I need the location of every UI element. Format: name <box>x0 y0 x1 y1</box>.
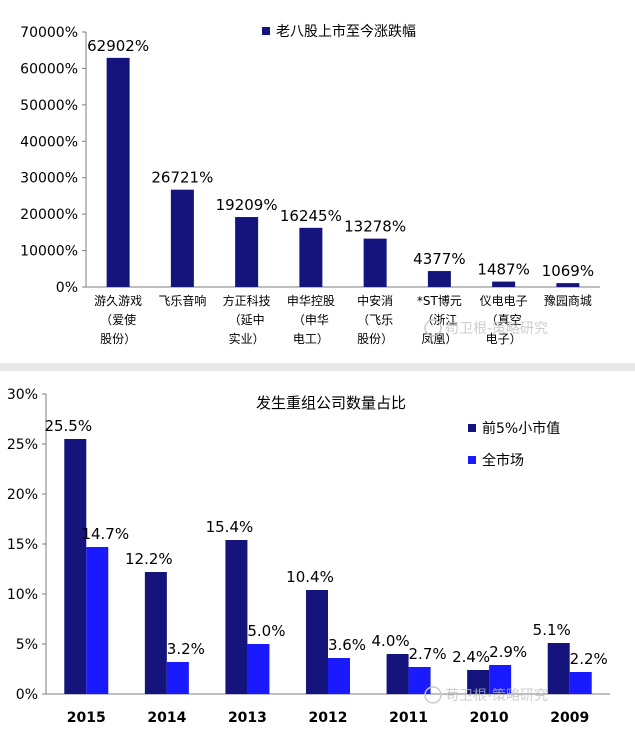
data-label: 4377% <box>413 250 465 268</box>
data-label: 4.0% <box>372 632 410 650</box>
category-label: 飞乐音响 <box>158 293 206 308</box>
y-tick-label: 30% <box>7 387 38 403</box>
y-tick-label: 60000% <box>20 61 78 77</box>
bar <box>386 654 409 694</box>
data-label: 26721% <box>151 169 213 187</box>
category-label: （真空 <box>486 313 522 327</box>
bar <box>170 189 194 287</box>
category-label: 游久游戏 <box>94 294 142 308</box>
data-label: 2.2% <box>570 650 608 668</box>
watermark-text: 苟卫根-策略研究 <box>445 687 548 704</box>
y-tick-label: 20% <box>7 487 38 503</box>
legend-swatch <box>468 456 476 464</box>
category-label: （延中 <box>229 312 265 327</box>
bar <box>556 283 580 287</box>
y-tick-label: 50000% <box>20 98 78 114</box>
data-label: 5.1% <box>533 621 571 639</box>
bar <box>427 271 451 287</box>
category-label: （申华 <box>293 313 329 327</box>
category-label: *ST博元 <box>417 293 462 308</box>
y-tick-label: 20000% <box>20 207 78 223</box>
bar <box>225 540 248 694</box>
y-tick-label: 0% <box>16 687 38 703</box>
bar <box>144 572 167 694</box>
data-label: 14.7% <box>81 525 129 543</box>
data-label: 2.4% <box>452 648 490 666</box>
category-label: 申华控股 <box>287 294 335 308</box>
category-label: 2015 <box>67 710 106 726</box>
category-label: 2012 <box>309 710 348 726</box>
bar <box>328 658 350 694</box>
bar <box>106 57 130 288</box>
category-label: 2009 <box>550 710 589 726</box>
legend-swatch <box>468 424 476 432</box>
bar <box>492 281 516 287</box>
bar <box>489 665 512 694</box>
chart-title: 发生重组公司数量占比 <box>256 394 406 412</box>
category-label: 2014 <box>147 710 186 726</box>
category-label: 仪电电子 <box>480 294 528 308</box>
data-label: 1487% <box>477 261 529 279</box>
bar <box>547 643 570 694</box>
watermark-logo-icon <box>424 319 442 337</box>
legend-label: 全市场 <box>482 452 524 469</box>
category-label: 电工） <box>293 332 329 346</box>
category-label: 方正科技 <box>223 293 271 308</box>
data-label: 19209% <box>216 196 278 214</box>
data-label: 12.2% <box>125 550 173 568</box>
category-label: 实业） <box>229 331 265 346</box>
data-label: 16245% <box>280 207 342 225</box>
category-label: 2010 <box>470 710 509 726</box>
data-label: 10.4% <box>286 568 334 586</box>
bar <box>64 439 87 694</box>
bar <box>86 547 109 694</box>
bar <box>467 670 490 694</box>
y-tick-label: 25% <box>7 437 38 453</box>
legend-label: 老八股上市至今涨跌幅 <box>276 23 416 40</box>
y-tick-label: 0% <box>56 280 78 296</box>
data-label: 2.9% <box>489 643 527 661</box>
bar <box>235 217 259 287</box>
category-label: 股份） <box>100 332 136 346</box>
category-label: （飞乐 <box>357 313 393 327</box>
watermark-text: 苟卫根-策略研究 <box>445 320 548 337</box>
data-label: 15.4% <box>206 518 254 536</box>
y-tick-label: 30000% <box>20 171 78 187</box>
category-label: 豫园商城 <box>544 293 592 308</box>
data-label: 5.0% <box>247 622 285 640</box>
legend-swatch <box>262 27 270 35</box>
y-tick-label: 5% <box>16 637 38 653</box>
category-label: 2011 <box>389 710 428 726</box>
bar <box>166 662 189 694</box>
category-label: 股份） <box>357 332 393 346</box>
category-label: 2013 <box>228 710 267 726</box>
data-label: 2.7% <box>409 645 447 663</box>
bar <box>247 644 270 694</box>
data-label: 3.2% <box>167 640 205 658</box>
bar <box>363 238 387 287</box>
y-tick-label: 15% <box>7 537 38 553</box>
category-label: 电子） <box>486 332 522 346</box>
data-label: 25.5% <box>44 417 92 435</box>
y-tick-label: 10000% <box>20 244 78 260</box>
panel-separator <box>0 363 635 371</box>
category-label: （浙江 <box>421 313 457 327</box>
y-tick-label: 70000% <box>20 25 78 41</box>
data-label: 1069% <box>542 262 594 280</box>
category-label: （爱使 <box>100 312 136 327</box>
bar <box>408 667 431 694</box>
y-tick-label: 40000% <box>20 134 78 150</box>
data-label: 13278% <box>344 218 406 236</box>
data-label: 62902% <box>87 37 149 55</box>
category-label: 中安消 <box>357 293 393 308</box>
y-tick-label: 10% <box>7 587 38 603</box>
bar <box>306 590 328 694</box>
legend-label: 前5%小市值 <box>482 420 560 437</box>
bar <box>569 672 592 694</box>
bar <box>299 227 323 287</box>
watermark-logo-icon <box>424 686 442 704</box>
data-label: 3.6% <box>328 636 366 654</box>
